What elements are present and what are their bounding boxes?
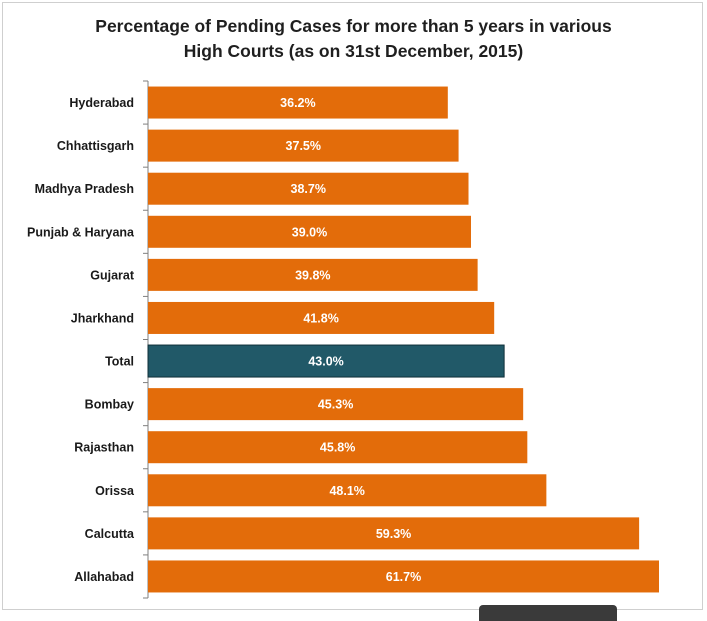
chart-title-line-1: Percentage of Pending Cases for more tha… [95,16,612,36]
bar-jharkhand [148,301,495,334]
bar-madhya-pradesh [148,172,469,205]
data-label: 36.2% [280,96,315,110]
category-label: Hyderabad [69,96,134,110]
data-label: 39.0% [292,225,327,239]
data-label: 39.8% [295,268,330,282]
category-label: Calcutta [85,527,135,541]
bar-punjab-haryana [148,215,471,248]
data-label: 37.5% [286,139,321,153]
category-label: Rajasthan [74,441,134,455]
bar-hyderabad [148,86,448,119]
data-label: 45.8% [320,441,355,455]
category-label: Madhya Pradesh [35,182,134,196]
bar-rajasthan [148,431,528,464]
bar-allahabad [148,560,659,593]
category-label: Jharkhand [71,311,134,325]
bar-chhattisgarh [148,129,459,162]
category-label: Gujarat [90,268,135,282]
bar-total [147,344,505,378]
category-label: Bombay [85,398,134,412]
chart-title: Percentage of Pending Cases for more tha… [0,14,707,64]
category-label: Punjab & Haryana [27,225,135,239]
data-label: 61.7% [386,570,421,584]
data-label: 41.8% [303,311,338,325]
bar-bombay [148,388,524,421]
bar-calcutta [148,517,640,550]
bar-orissa [148,474,547,507]
bottom-overlay-tab [479,605,617,621]
data-label: 45.3% [318,398,353,412]
category-label: Allahabad [74,570,134,584]
data-label: 38.7% [291,182,326,196]
data-label: 48.1% [329,484,364,498]
data-label: 43.0% [308,355,343,369]
chart-title-line-2: High Courts (as on 31st December, 2015) [183,41,524,61]
category-label: Orissa [95,484,135,498]
category-label: Total [105,355,134,369]
data-label: 59.3% [376,527,411,541]
category-label: Chhattisgarh [57,139,134,153]
bar-gujarat [148,258,478,291]
